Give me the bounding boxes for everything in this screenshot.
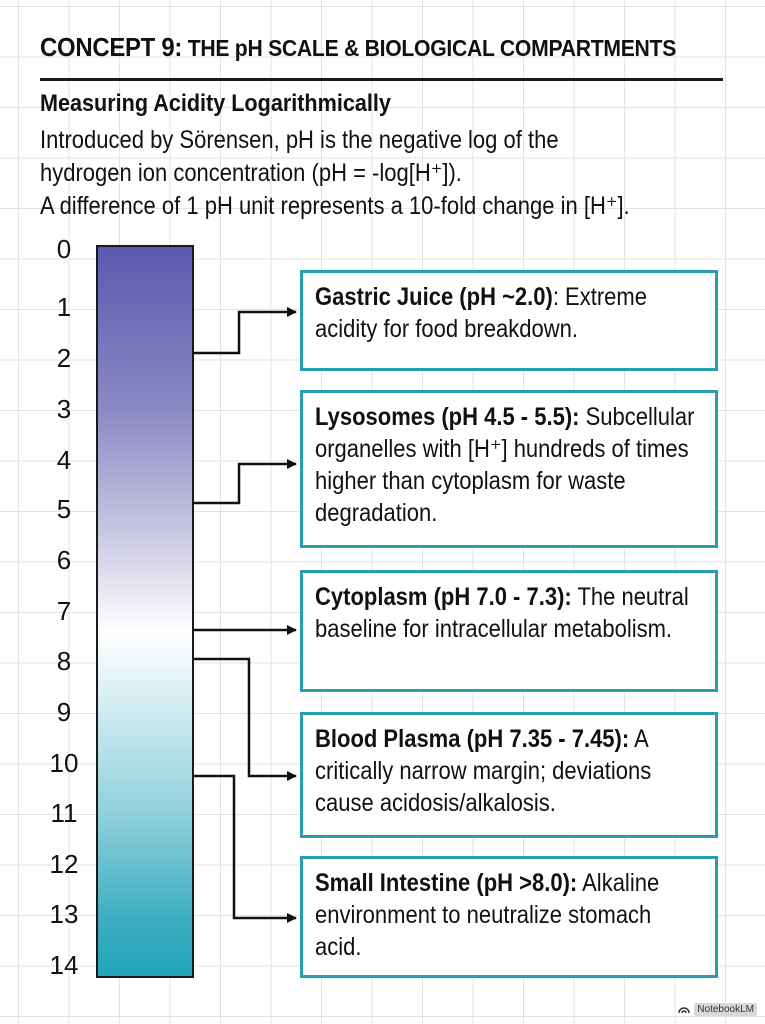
ph-tick-label: 2 (56, 343, 72, 373)
compartment-card-cytoplasm: Cytoplasm (pH 7.0 - 7.3): The neutral ba… (300, 570, 718, 692)
compartment-name: Lysosomes (pH 4.5 - 5.5): (315, 403, 580, 431)
intro-text: Introduced by Sörensen, pH is the negati… (40, 124, 709, 223)
section-subtitle: Measuring Acidity Logarithmically (40, 90, 391, 117)
title-rest: THE pH SCALE & BIOLOGICAL COMPARTMENTS (182, 35, 677, 61)
ph-tick-label: 0 (56, 234, 72, 264)
ph-tick-label: 8 (56, 646, 72, 676)
ph-tick-label: 3 (56, 394, 72, 424)
compartment-desc: Subcellular organelles with [H⁺] hundred… (315, 403, 695, 527)
connector-intestine (192, 774, 297, 923)
compartment-card-blood: Blood Plasma (pH 7.35 - 7.45): A critica… (300, 712, 718, 838)
compartment-name: Gastric Juice (pH ~2.0) (315, 283, 553, 311)
compartment-card-gastric: Gastric Juice (pH ~2.0): Extreme acidity… (300, 270, 718, 371)
intro-line: hydrogen ion concentration (pH = -log[H⁺… (40, 159, 462, 187)
compartment-card-intestine: Small Intestine (pH >8.0): Alkaline envi… (300, 856, 718, 978)
compartment-name: Small Intestine (pH >8.0): (315, 869, 578, 897)
ph-tick-label: 12 (49, 849, 79, 879)
connector-lysosomes (192, 459, 297, 505)
ph-tick-label: 11 (50, 798, 78, 828)
ph-tick-label: 4 (56, 445, 72, 475)
compartment-name: Cytoplasm (pH 7.0 - 7.3): (315, 583, 572, 611)
ph-tick-label: 1 (56, 292, 72, 322)
ph-tick-label: 5 (56, 494, 72, 524)
logo-text: NotebookLM (694, 1003, 757, 1016)
ph-gradient-bar (96, 245, 194, 978)
ph-tick-label: 10 (49, 748, 79, 778)
compartment-card-lysosomes: Lysosomes (pH 4.5 - 5.5): Subcellular or… (300, 390, 718, 548)
ph-tick-label: 9 (56, 697, 72, 727)
notebooklm-logo: NotebookLM (678, 1003, 757, 1016)
ph-tick-label: 6 (56, 545, 72, 575)
compartment-desc: The neutral baseline for intracellular m… (315, 583, 689, 643)
compartment-name: Blood Plasma (pH 7.35 - 7.45): (315, 725, 630, 753)
title-divider (40, 78, 723, 81)
notebooklm-icon (678, 1007, 691, 1014)
ph-tick-label: 14 (49, 950, 79, 980)
compartment-desc: Alkaline environment to neutralize stoma… (315, 869, 660, 961)
ph-tick-label: 7 (56, 596, 72, 626)
intro-line: A difference of 1 pH unit represents a 1… (40, 192, 630, 220)
connector-gastric (192, 307, 297, 355)
compartment-desc: A critically narrow margin; deviations c… (315, 725, 652, 817)
title-prefix: CONCEPT 9: (40, 32, 183, 62)
compartment-desc: : Extreme acidity for food breakdown. (315, 283, 647, 343)
page-title: CONCEPT 9: THE pH SCALE & BIOLOGICAL COM… (40, 32, 677, 63)
ph-tick-label: 13 (49, 899, 79, 929)
intro-line: Introduced by Sörensen, pH is the negati… (40, 126, 559, 154)
connector-blood (192, 657, 297, 781)
